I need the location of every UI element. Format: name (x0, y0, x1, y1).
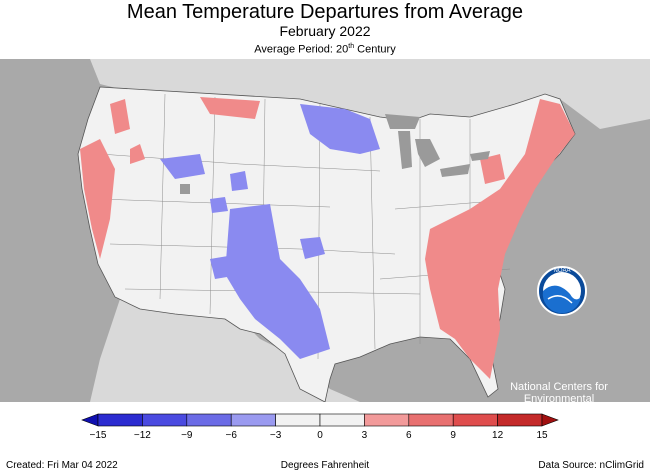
mexico-land (90, 299, 360, 402)
legend-swatch (497, 413, 543, 427)
legend-tick-label: 3 (362, 430, 368, 441)
warm-anomalies (80, 97, 575, 379)
legend-tick-label: −15 (90, 430, 107, 441)
legend-swatch (97, 413, 143, 427)
cool-anomalies (160, 104, 380, 359)
ncei-caption: National Centers for Environmental Infor… (510, 381, 608, 417)
legend-swatch (142, 413, 188, 427)
legend-swatch (275, 413, 321, 427)
legend-swatch (319, 413, 365, 427)
great-lakes (180, 114, 490, 194)
legend-tick-label: 12 (492, 430, 504, 441)
legend-tick-label: 9 (450, 430, 456, 441)
noaa-logo-wordmark: NOAA (553, 268, 570, 274)
data-source: Data Source: nClimGrid (538, 460, 644, 471)
color-legend: −15 −12 −9 −6 −3 0 3 6 9 12 15 (0, 410, 650, 450)
map-subtitle: February 2022 (279, 23, 371, 39)
legend-svg: −15 −12 −9 −6 −3 0 3 6 9 12 15 (81, 413, 559, 441)
units-label: Degrees Fahrenheit (280, 460, 370, 471)
legend-swatch (452, 413, 498, 427)
map-title: Mean Temperature Departures from Average (126, 1, 524, 23)
noaa-logo: NOAA (537, 266, 587, 316)
map-svg: NOAA (0, 59, 650, 402)
legend-arrow-left (81, 413, 99, 427)
legend-swatch (230, 413, 276, 427)
legend-tick-label: −3 (270, 430, 282, 441)
legend-tick-label: −6 (225, 430, 237, 441)
legend-tick-label: −12 (134, 430, 151, 441)
legend-swatch (186, 413, 232, 427)
legend-arrow-right (541, 413, 559, 427)
legend-swatch (364, 413, 410, 427)
legend-tick-label: 15 (536, 430, 548, 441)
legend-tick-label: −9 (181, 430, 193, 441)
legend-tick-label: 0 (317, 430, 323, 441)
average-period: Average Period: 20th Century (254, 43, 396, 56)
created-date: Created: Fri Mar 04 2022 (6, 460, 118, 471)
legend-swatch (408, 413, 454, 427)
temperature-departure-map: NOAA National Centers for Environmental … (0, 59, 650, 417)
legend-tick-label: 6 (406, 430, 412, 441)
